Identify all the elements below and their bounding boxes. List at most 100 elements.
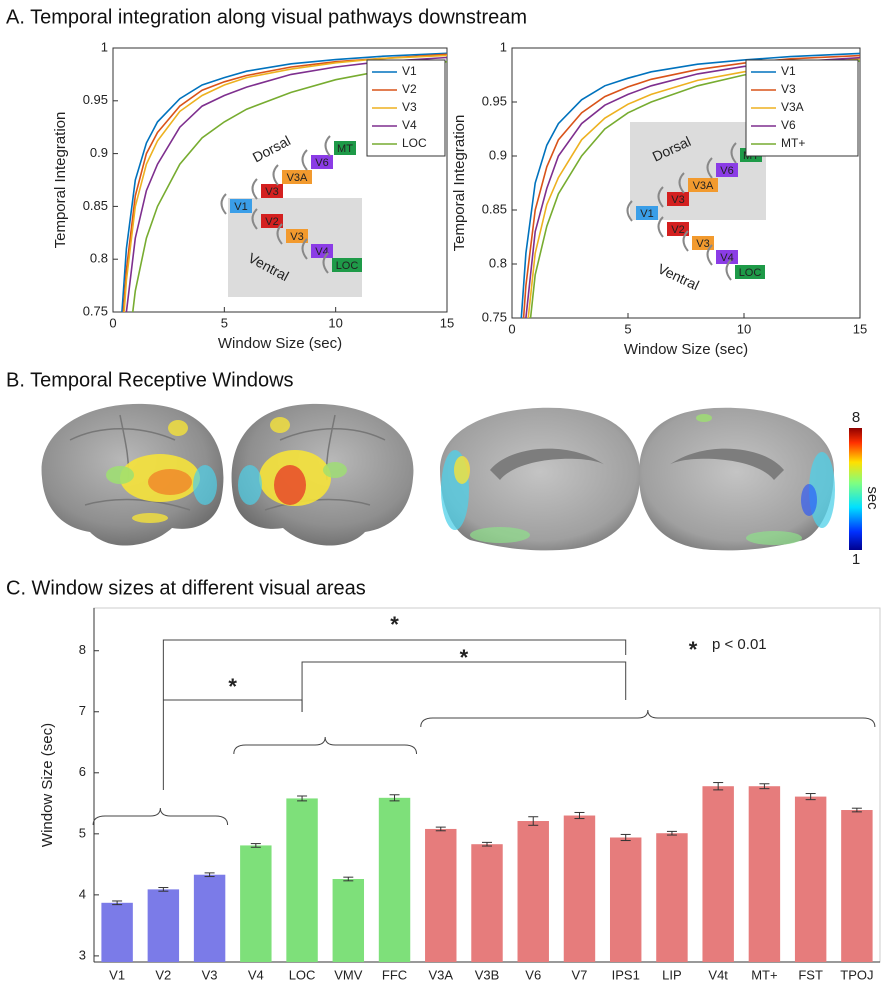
x-tick-label: V4t [708, 967, 728, 982]
area-box [261, 184, 283, 198]
bar [609, 837, 642, 962]
inset-arc [220, 193, 227, 215]
x-tick-label: 15 [853, 321, 867, 336]
y-tick-label: 4 [79, 886, 86, 901]
panel-heading: A. Temporal integration along visual pat… [6, 6, 527, 28]
bar [563, 815, 596, 962]
y-tick-label: 8 [79, 642, 86, 657]
significance-star: * [390, 612, 399, 637]
area-label: V3A [693, 180, 714, 192]
x-tick-label: LOC [289, 967, 316, 982]
area-box [716, 163, 738, 177]
panel-heading: C. Window sizes at different visual area… [6, 577, 366, 599]
area-label: V2 [265, 216, 278, 228]
bar [286, 798, 318, 962]
area-label: V3 [671, 194, 684, 206]
y-axis-label: Window Size (sec) [39, 723, 56, 847]
x-tick-label: V7 [572, 967, 588, 982]
inset-arc [276, 223, 283, 245]
area-label: V4 [315, 246, 328, 258]
x-tick-label: V3 [202, 967, 218, 982]
y-tick-label: 0.8 [489, 255, 507, 270]
series-line [121, 52, 447, 312]
bar [517, 821, 549, 962]
area-label: V6 [720, 165, 733, 177]
y-axis-label: Temporal Integration [451, 115, 468, 252]
area-label: V1 [234, 201, 247, 213]
bar [332, 878, 365, 962]
significance-star: * [460, 645, 469, 670]
inset-arc [251, 208, 258, 230]
x-tick-label: IPS1 [612, 967, 640, 982]
area-label: LOC [739, 267, 762, 279]
x-tick-label: 10 [328, 315, 342, 330]
inset-arc [301, 238, 308, 260]
bar [841, 810, 873, 962]
group-brace [420, 709, 876, 728]
x-axis-label: Window Size (sec) [624, 341, 748, 358]
inset-arc [657, 216, 664, 238]
significance-bracket [301, 661, 627, 712]
x-tick-label: FFC [382, 967, 407, 982]
y-tick-label: 0.8 [90, 251, 108, 266]
x-tick-label: V2 [155, 967, 171, 982]
x-tick-label: 0 [508, 321, 515, 336]
colorbar-tick-label: 1 [852, 551, 860, 568]
x-tick-label: MT+ [751, 967, 777, 982]
x-tick-label: V4 [248, 967, 264, 982]
inset-arc [706, 244, 713, 266]
y-tick-label: 7 [79, 703, 86, 718]
inset-arc [706, 157, 713, 179]
area-box [282, 170, 312, 184]
x-axis-label: Window Size (sec) [218, 335, 342, 352]
colorbar-tick-label: 8 [852, 409, 860, 426]
area-box [286, 229, 308, 243]
area-box [735, 265, 765, 279]
series-line [525, 56, 860, 318]
y-tick-label: 6 [79, 764, 86, 779]
brain-lateral-left [41, 403, 224, 546]
legend-label: V3A [781, 100, 804, 114]
bar [425, 828, 457, 962]
legend-label: V4 [402, 118, 417, 132]
group-brace [233, 736, 418, 755]
series-line [529, 60, 860, 318]
panel-heading: B. Temporal Receptive Windows [6, 369, 294, 391]
y-tick-label: 5 [79, 825, 86, 840]
inset-arc [301, 149, 308, 171]
x-tick-label: V3A [428, 967, 453, 982]
series-line [527, 58, 860, 318]
area-box [716, 250, 738, 264]
area-box [332, 258, 362, 272]
legend-label: V2 [402, 82, 417, 96]
area-label: V4 [720, 252, 733, 264]
x-tick-label: VMV [334, 967, 363, 982]
inset-arc [626, 200, 633, 222]
area-box [230, 199, 252, 213]
y-tick-label: 0.95 [482, 93, 507, 108]
y-tick-label: 0.85 [83, 198, 108, 213]
area-label: V1 [640, 208, 653, 220]
x-tick-label: 5 [624, 321, 631, 336]
note: p < 0.01 [712, 636, 767, 653]
x-tick-label: TPOJ [840, 967, 873, 982]
bar [193, 874, 226, 962]
legend-label: V6 [781, 118, 796, 132]
x-tick-label: V3B [475, 967, 500, 982]
area-label: V3 [290, 231, 303, 243]
area-box [636, 206, 658, 220]
inset-arc [272, 164, 279, 186]
series-line [123, 54, 447, 312]
bar [702, 786, 734, 962]
y-tick-label: 3 [79, 947, 86, 962]
area-box [688, 178, 718, 192]
area-label: LOC [336, 260, 359, 272]
area-box [334, 141, 356, 155]
bar [748, 786, 781, 962]
y-tick-label: 0.75 [83, 303, 108, 318]
bar [101, 902, 133, 962]
series-line [522, 54, 860, 318]
y-tick-label: 0.95 [83, 92, 108, 107]
bar [147, 889, 180, 962]
